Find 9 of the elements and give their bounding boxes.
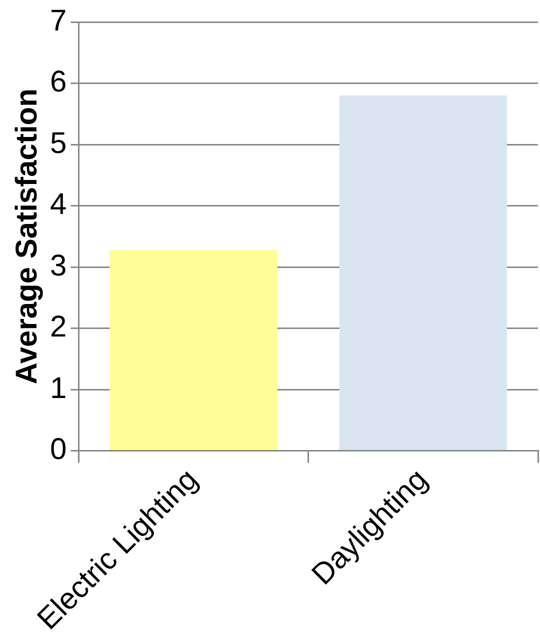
y-axis-title: Average Satisfaction <box>10 88 44 384</box>
y-tick-label: 4 <box>50 188 67 222</box>
y-tick-label: 7 <box>50 4 67 38</box>
y-tick-label: 2 <box>50 310 67 344</box>
y-tick-label: 1 <box>50 372 67 405</box>
y-tick-label: 5 <box>50 126 67 160</box>
y-tick-label: 0 <box>50 433 67 466</box>
y-tick-label: 6 <box>50 66 67 99</box>
y-tick-label: 3 <box>50 249 67 282</box>
